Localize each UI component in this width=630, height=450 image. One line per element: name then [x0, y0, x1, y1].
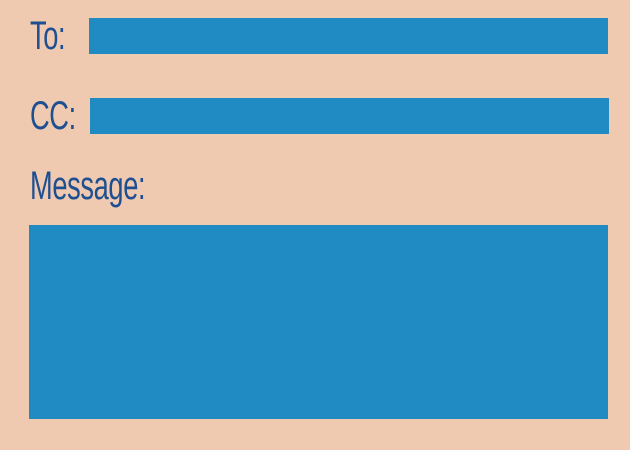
cc-field[interactable] — [90, 98, 609, 134]
to-label: To: — [30, 14, 66, 58]
message-label: Message: — [30, 164, 146, 208]
to-field[interactable] — [89, 18, 608, 54]
cc-label: CC: — [30, 94, 76, 138]
message-textarea[interactable] — [29, 225, 608, 419]
